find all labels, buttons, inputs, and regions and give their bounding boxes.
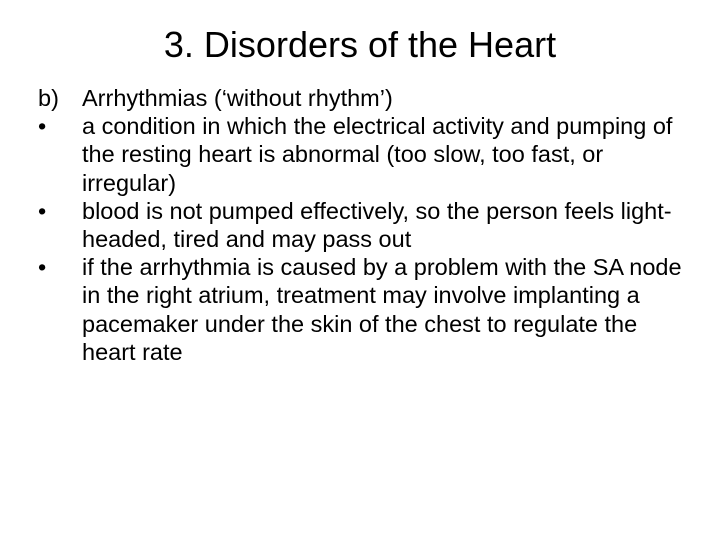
list-item: • if the arrhythmia is caused by a probl… — [36, 253, 684, 366]
list-item: • a condition in which the electrical ac… — [36, 112, 684, 197]
list-text: Arrhythmias (‘without rhythm’) — [82, 84, 684, 112]
slide: 3. Disorders of the Heart b) Arrhythmias… — [0, 0, 720, 540]
list-text: a condition in which the electrical acti… — [82, 112, 684, 197]
list-item: • blood is not pumped effectively, so th… — [36, 197, 684, 253]
list-text: blood is not pumped effectively, so the … — [82, 197, 684, 253]
list-text: if the arrhythmia is caused by a problem… — [82, 253, 684, 366]
list-marker: b) — [36, 84, 82, 112]
bullet-icon: • — [36, 112, 82, 140]
slide-title: 3. Disorders of the Heart — [36, 24, 684, 66]
list-item: b) Arrhythmias (‘without rhythm’) — [36, 84, 684, 112]
bullet-icon: • — [36, 253, 82, 281]
slide-body: b) Arrhythmias (‘without rhythm’) • a co… — [36, 84, 684, 366]
bullet-icon: • — [36, 197, 82, 225]
